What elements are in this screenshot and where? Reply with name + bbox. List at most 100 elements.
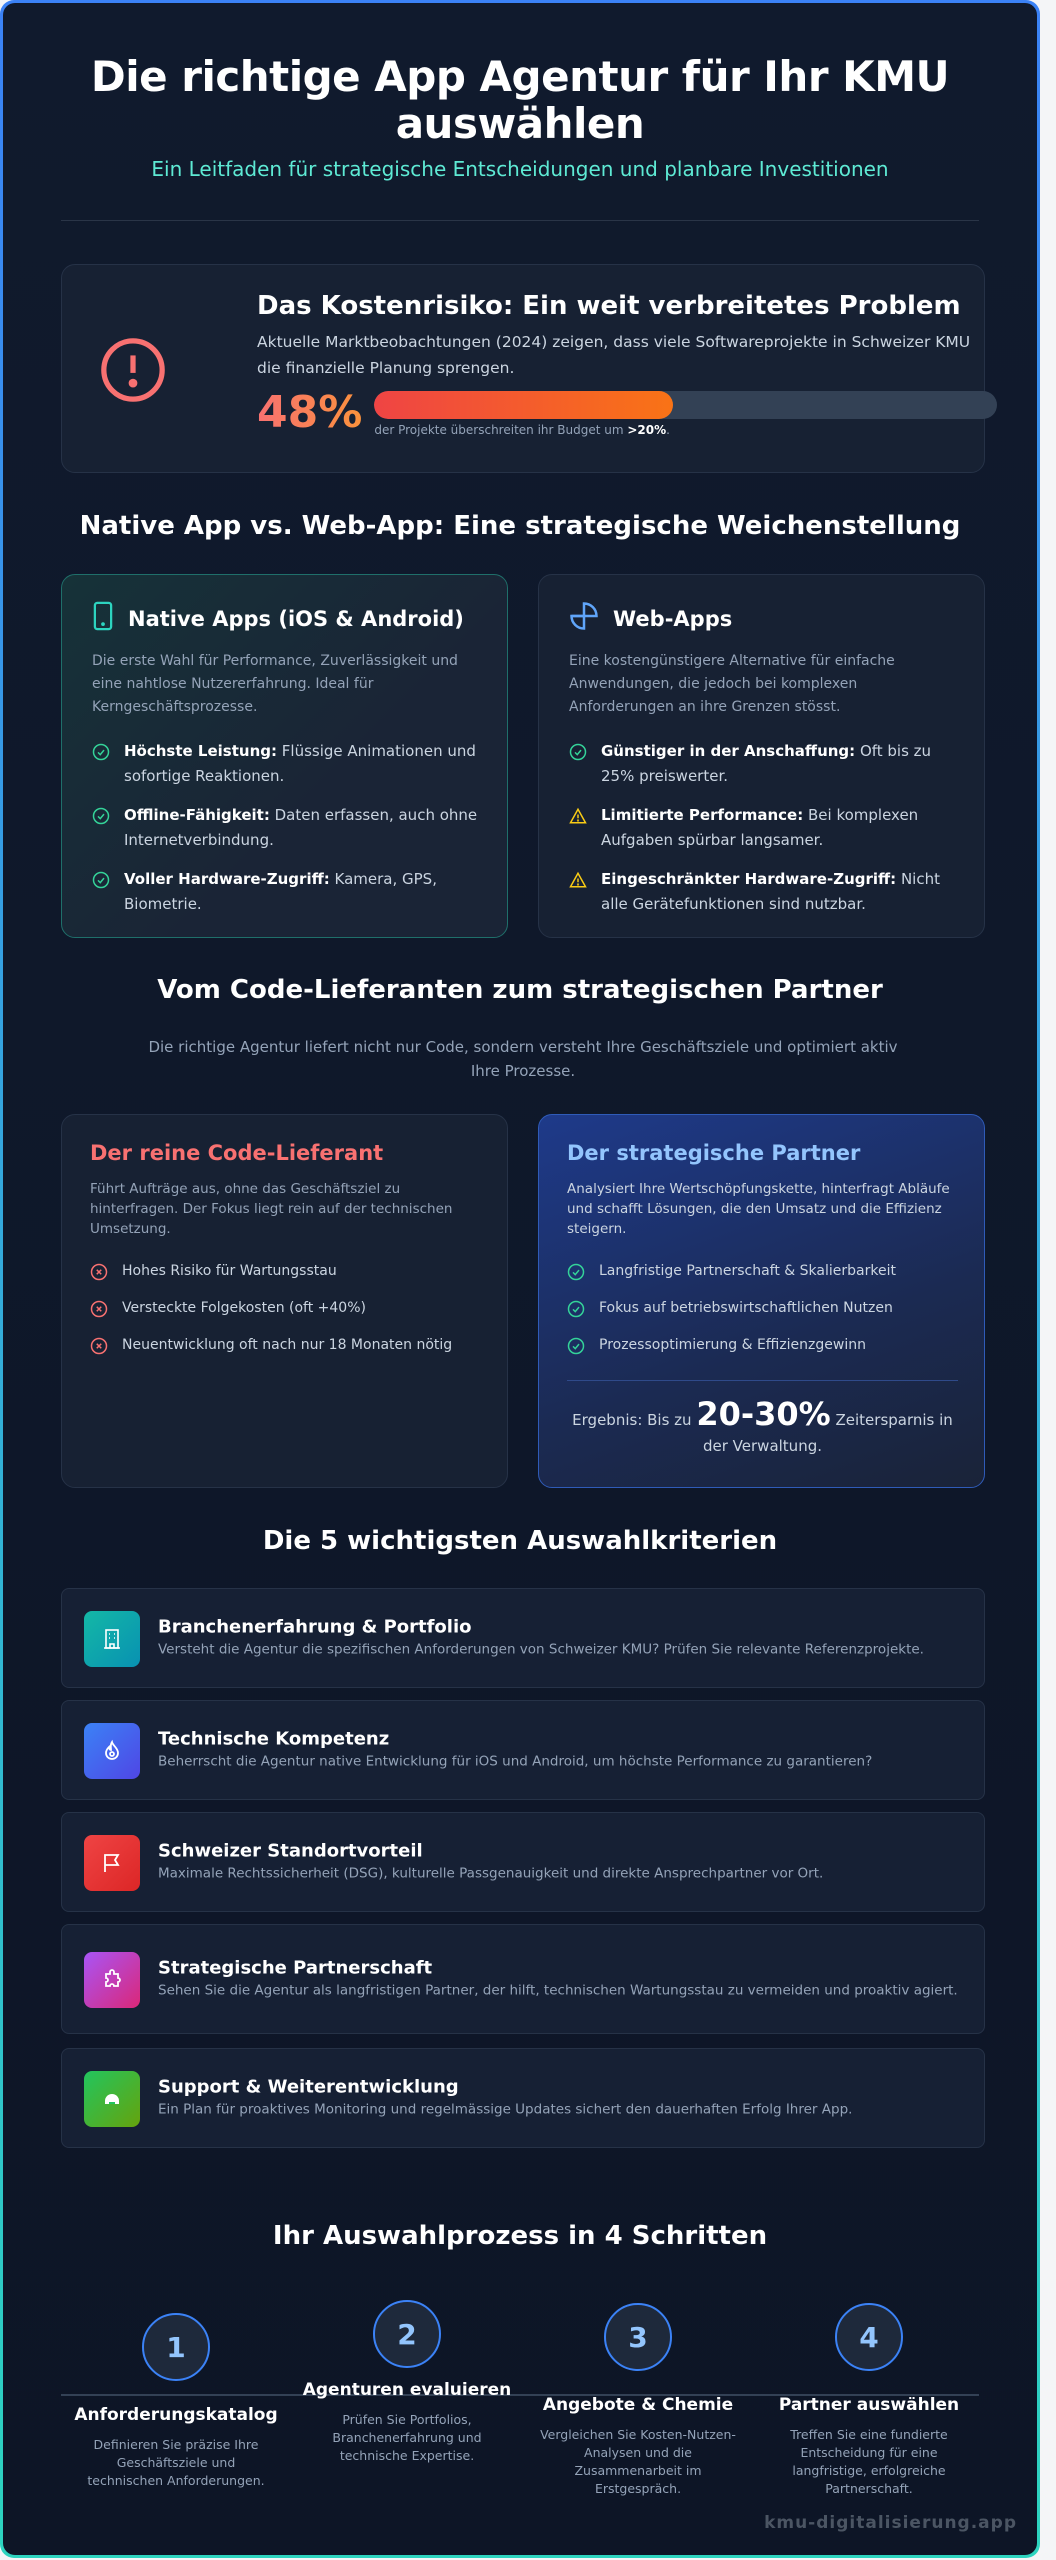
criterion-desc: Ein Plan für proaktives Monitoring und r…	[158, 2101, 853, 2118]
feature-item: Eingeschränkter Hardware-Zugriff: Nicht …	[569, 867, 958, 917]
caption-strong: >20%	[627, 423, 667, 437]
budget-progress-bar	[374, 391, 997, 419]
list-item: Versteckte Folgekosten (oft +40%)	[90, 1296, 481, 1327]
check-circle-icon	[567, 1337, 587, 1364]
step-title: Anforderungskatalog	[74, 2405, 278, 2425]
list-item-text: Langfristige Partnerschaft & Skalierbark…	[599, 1263, 896, 1279]
caption-text: der Projekte überschreiten ihr Budget um	[374, 423, 628, 437]
criterion-title: Strategische Partnerschaft	[158, 1957, 433, 1979]
strategic-title: Der strategische Partner	[567, 1141, 861, 1165]
criterion-desc: Maximale Rechtssicherheit (DSG), kulture…	[158, 1865, 824, 1882]
feature-label: Offline-Fähigkeit:	[124, 806, 270, 824]
compare-heading: Native App vs. Web-App: Eine strategisch…	[79, 511, 961, 541]
criterion-desc: Sehen Sie die Agentur als langfristigen …	[158, 1982, 958, 1999]
native-content: Native Apps (iOS & Android) Die erste Wa…	[92, 601, 481, 931]
caption-end: .	[666, 423, 670, 437]
feature-desc: Nicht alle Gerätefunktionen sind nutzbar…	[601, 870, 940, 913]
strategic-content: Der strategische Partner Analysiert Ihre…	[567, 1141, 958, 1459]
feature-desc: Daten erfassen, auch ohne Internetverbin…	[124, 806, 478, 849]
feature-label: Voller Hardware-Zugriff:	[124, 870, 330, 888]
step-desc: Prüfen Sie Portfolios, Branchenerfahrung…	[332, 2412, 482, 2463]
warning-icon	[569, 807, 589, 853]
cost-title: Das Kostenrisiko: Ein weit verbreitetes …	[257, 291, 961, 321]
budget-caption: der Projekte überschreiten ihr Budget um…	[374, 423, 997, 437]
flame-icon	[84, 1723, 140, 1779]
native-apps-card: Native Apps (iOS & Android) Die erste Wa…	[61, 574, 508, 938]
feature-text: Höchste Leistung: Flüssige Animationen u…	[124, 739, 481, 789]
smartphone-icon	[92, 601, 114, 636]
web-title-text: Web-Apps	[613, 606, 733, 631]
budget-bar-column: der Projekte überschreiten ihr Budget um…	[374, 387, 997, 437]
criterion-title: Technische Kompetenz	[158, 1728, 390, 1750]
feature-desc: Oft bis zu 25% preiswerter.	[601, 742, 932, 785]
native-title: Native Apps (iOS & Android)	[92, 601, 481, 636]
budget-progress-fill	[374, 391, 674, 419]
web-title: Web-Apps	[569, 601, 958, 636]
check-circle-icon	[567, 1300, 587, 1327]
code-supplier-card: Der reine Code-Lieferant Führt Aufträge …	[61, 1114, 508, 1488]
check-circle-icon	[92, 871, 112, 917]
check-circle-icon	[92, 807, 112, 853]
process-line	[61, 2394, 979, 2396]
cost-percent: 48%	[257, 387, 363, 438]
list-item: Fokus auf betriebswirtschaftlichen Nutze…	[567, 1296, 958, 1327]
x-circle-icon	[90, 1337, 110, 1364]
supplier-list: Hohes Risiko für Wartungsstau Versteckte …	[90, 1259, 481, 1364]
flag-icon	[84, 1835, 140, 1891]
strategic-result: Ergebnis: Bis zu 20-30% Zeitersparnis in…	[567, 1395, 958, 1459]
criterion-title: Branchenerfahrung & Portfolio	[158, 1616, 472, 1638]
process-step: 3 Angebote & Chemie Vergleichen Sie Kosten…	[528, 2303, 748, 2498]
support-icon	[84, 2071, 140, 2127]
native-desc: Die erste Wahl für Performance, Zuverläs…	[92, 653, 458, 715]
criterion-card: Strategische Partnerschaft Sehen Sie die …	[61, 1924, 985, 2034]
feature-label: Limitierte Performance:	[601, 806, 804, 824]
criterion-card: Schweizer Standortvorteil Maximale Rechts…	[61, 1812, 985, 1912]
feature-item: Limitierte Performance: Bei komplexen Au…	[569, 803, 958, 853]
criterion-card: Branchenerfahrung & Portfolio Versteht di…	[61, 1588, 985, 1688]
step-number: 4	[835, 2303, 903, 2371]
process-step: 4 Partner auswählen Treffen Sie eine fundi…	[759, 2303, 979, 2498]
brand-watermark: kmu-digitalisierung.app	[764, 2513, 1017, 2533]
criterion-card: Technische Kompetenz Beherrscht die Agent…	[61, 1700, 985, 1800]
result-value: 20-30%	[696, 1395, 831, 1433]
warning-icon	[569, 871, 589, 917]
cost-text: Aktuelle Marktbeobachtungen (2024) zeige…	[257, 333, 971, 377]
criterion-card: Support & Weiterentwicklung Ein Plan für …	[61, 2048, 985, 2148]
step-title: Angebote & Chemie	[542, 2395, 734, 2415]
list-item-text: Versteckte Folgekosten (oft +40%)	[122, 1300, 366, 1316]
result-suffix: Zeitersparnis in der Verwaltung.	[703, 1411, 953, 1455]
puzzle-icon	[84, 1952, 140, 2008]
list-item: Neuentwicklung oft nach nur 18 Monaten n…	[90, 1333, 481, 1364]
x-circle-icon	[90, 1300, 110, 1327]
list-item: Hohes Risiko für Wartungsstau	[90, 1259, 481, 1290]
step-title: Partner auswählen	[778, 2395, 960, 2415]
criteria-heading: Die 5 wichtigsten Auswahlkriterien	[262, 1526, 778, 1556]
step-desc: Vergleichen Sie Kosten-Nutzen-Analysen u…	[540, 2427, 736, 2496]
process-step: 2 Agenturen evaluieren Prüfen Sie Portfoli…	[297, 2300, 517, 2465]
feature-item: Offline-Fähigkeit: Daten erfassen, auch …	[92, 803, 481, 853]
list-item-text: Neuentwicklung oft nach nur 18 Monaten n…	[122, 1337, 453, 1353]
strategic-partner-card: Der strategische Partner Analysiert Ihre…	[538, 1114, 985, 1488]
feature-item: Voller Hardware-Zugriff: Kamera, GPS, Bi…	[92, 867, 481, 917]
partner-heading: Vom Code-Lieferanten zum strategischen P…	[157, 975, 883, 1005]
result-prefix: Ergebnis: Bis zu	[572, 1411, 697, 1429]
criterion-text: Branchenerfahrung & Portfolio Versteht di…	[158, 1616, 966, 1661]
cost-body: Das Kostenrisiko: Ein weit verbreitetes …	[257, 291, 997, 439]
web-list: Günstiger in der Anschaffung: Oft bis zu…	[569, 739, 958, 917]
step-number: 2	[373, 2300, 441, 2368]
criterion-title: Schweizer Standortvorteil	[158, 1840, 423, 1862]
strategic-desc: Analysiert Ihre Wertschöpfungskette, hin…	[567, 1181, 950, 1237]
criterion-desc: Versteht die Agentur die spezifischen An…	[158, 1641, 924, 1658]
step-number: 3	[604, 2303, 672, 2371]
feature-text: Günstiger in der Anschaffung: Oft bis zu…	[601, 739, 958, 789]
feature-item: Höchste Leistung: Flüssige Animationen u…	[92, 739, 481, 789]
page-header: Die richtige App Agentur für Ihr KMU aus…	[43, 53, 997, 181]
supplier-content: Der reine Code-Lieferant Führt Aufträge …	[90, 1141, 481, 1370]
supplier-desc: Führt Aufträge aus, ohne das Geschäftszi…	[90, 1181, 453, 1237]
feature-desc: Flüssige Animationen und sofortige Reakt…	[124, 742, 476, 785]
step-desc: Definieren Sie präzise Ihre Geschäftszie…	[87, 2437, 265, 2488]
step-desc: Treffen Sie eine fundierte Entscheidung …	[790, 2427, 948, 2496]
list-item-text: Prozessoptimierung & Effizienzgewinn	[599, 1337, 866, 1353]
step-title: Agenturen evaluieren	[302, 2380, 512, 2400]
